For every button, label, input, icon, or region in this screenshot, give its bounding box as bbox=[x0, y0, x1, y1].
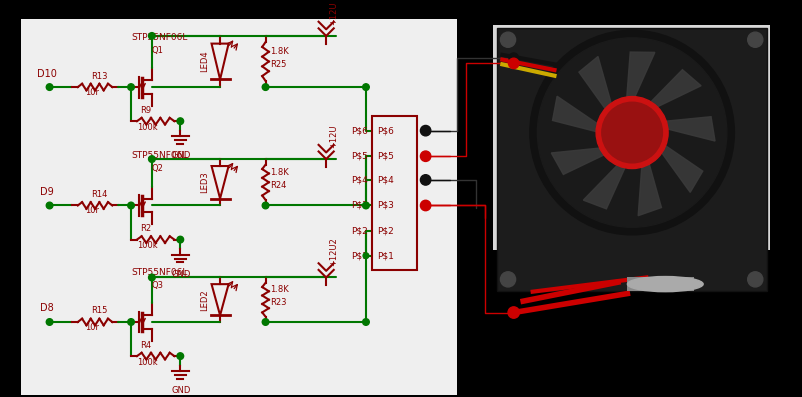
Text: 1.8K: 1.8K bbox=[270, 47, 289, 56]
Text: +12U: +12U bbox=[329, 124, 338, 148]
Bar bbox=[457, 19, 781, 395]
Circle shape bbox=[363, 319, 369, 325]
Text: R24: R24 bbox=[270, 181, 286, 190]
Text: 10r: 10r bbox=[86, 323, 99, 331]
Text: P$3: P$3 bbox=[377, 201, 395, 210]
Circle shape bbox=[262, 319, 269, 325]
Circle shape bbox=[500, 272, 516, 287]
Text: 100k: 100k bbox=[136, 241, 157, 250]
Text: R14: R14 bbox=[91, 190, 107, 199]
Circle shape bbox=[602, 102, 662, 163]
Circle shape bbox=[363, 84, 369, 91]
Circle shape bbox=[420, 200, 431, 211]
Polygon shape bbox=[643, 117, 715, 141]
Text: LED2: LED2 bbox=[200, 289, 209, 310]
Text: R2: R2 bbox=[140, 224, 152, 233]
Circle shape bbox=[363, 202, 369, 208]
Circle shape bbox=[148, 274, 156, 281]
Text: 100k: 100k bbox=[136, 358, 157, 366]
Text: STP55NF06L: STP55NF06L bbox=[131, 33, 188, 42]
Polygon shape bbox=[646, 133, 703, 192]
Circle shape bbox=[262, 202, 269, 209]
Text: Q3: Q3 bbox=[152, 281, 164, 290]
Circle shape bbox=[47, 202, 53, 209]
Circle shape bbox=[177, 236, 184, 243]
Text: GND: GND bbox=[172, 152, 191, 160]
Circle shape bbox=[47, 319, 53, 325]
Text: +12U2: +12U2 bbox=[329, 237, 338, 266]
Text: R25: R25 bbox=[270, 60, 286, 69]
Circle shape bbox=[262, 84, 269, 91]
Circle shape bbox=[363, 253, 369, 258]
Circle shape bbox=[420, 125, 431, 136]
Circle shape bbox=[128, 202, 135, 209]
Text: GND: GND bbox=[172, 386, 191, 395]
Circle shape bbox=[747, 272, 763, 287]
Text: D10: D10 bbox=[37, 69, 57, 79]
Text: P$4: P$4 bbox=[351, 175, 368, 185]
Text: P$2: P$2 bbox=[351, 227, 368, 235]
Circle shape bbox=[747, 32, 763, 47]
Text: P$1: P$1 bbox=[377, 251, 395, 260]
Text: D9: D9 bbox=[40, 187, 54, 197]
Text: P$5: P$5 bbox=[377, 152, 395, 161]
Circle shape bbox=[508, 58, 519, 69]
Bar bbox=[496, 28, 767, 291]
Polygon shape bbox=[579, 56, 619, 128]
Circle shape bbox=[128, 319, 135, 325]
Polygon shape bbox=[638, 142, 662, 216]
Circle shape bbox=[530, 30, 735, 235]
Text: P$2: P$2 bbox=[377, 227, 394, 235]
Circle shape bbox=[148, 156, 156, 162]
Bar bbox=[371, 116, 417, 270]
Text: 10r: 10r bbox=[86, 206, 99, 215]
Text: P$4: P$4 bbox=[377, 175, 394, 185]
Circle shape bbox=[177, 118, 184, 125]
Bar bbox=[627, 278, 694, 291]
Circle shape bbox=[47, 84, 53, 91]
Text: P$6: P$6 bbox=[351, 126, 368, 135]
Polygon shape bbox=[551, 145, 625, 174]
Text: R4: R4 bbox=[140, 341, 152, 350]
Text: D8: D8 bbox=[40, 303, 54, 314]
Circle shape bbox=[509, 53, 518, 62]
Text: GND: GND bbox=[172, 270, 191, 279]
Text: LED3: LED3 bbox=[200, 172, 209, 193]
Text: 100k: 100k bbox=[136, 123, 157, 132]
Text: R15: R15 bbox=[91, 306, 107, 316]
Circle shape bbox=[537, 38, 727, 227]
Text: LED4: LED4 bbox=[200, 51, 209, 72]
Circle shape bbox=[500, 32, 516, 47]
Polygon shape bbox=[634, 69, 701, 119]
Text: Q2: Q2 bbox=[152, 164, 164, 173]
Text: +12U: +12U bbox=[329, 1, 338, 25]
Circle shape bbox=[148, 33, 156, 39]
Circle shape bbox=[420, 151, 431, 162]
Text: P$3: P$3 bbox=[351, 201, 368, 210]
Bar bbox=[493, 25, 771, 250]
Text: R23: R23 bbox=[270, 299, 287, 307]
Bar bbox=[21, 19, 457, 395]
Text: R9: R9 bbox=[140, 106, 152, 115]
Text: R13: R13 bbox=[91, 71, 107, 81]
Circle shape bbox=[363, 202, 369, 209]
Text: STP55NF06L: STP55NF06L bbox=[131, 151, 188, 160]
Circle shape bbox=[128, 84, 135, 91]
Circle shape bbox=[420, 175, 431, 185]
Circle shape bbox=[508, 307, 520, 318]
Text: STP55NF06L: STP55NF06L bbox=[131, 268, 188, 277]
Text: P$1: P$1 bbox=[351, 251, 368, 260]
Polygon shape bbox=[625, 52, 655, 120]
Text: 1.8K: 1.8K bbox=[270, 168, 289, 177]
Text: 1.8K: 1.8K bbox=[270, 285, 289, 294]
Text: P$5: P$5 bbox=[351, 152, 368, 161]
Circle shape bbox=[596, 96, 668, 169]
Circle shape bbox=[177, 353, 184, 359]
Polygon shape bbox=[583, 146, 634, 209]
Text: Q1: Q1 bbox=[152, 46, 164, 55]
Text: P$6: P$6 bbox=[377, 126, 395, 135]
Text: 10r: 10r bbox=[86, 88, 99, 96]
Polygon shape bbox=[553, 96, 619, 137]
Ellipse shape bbox=[627, 277, 703, 292]
